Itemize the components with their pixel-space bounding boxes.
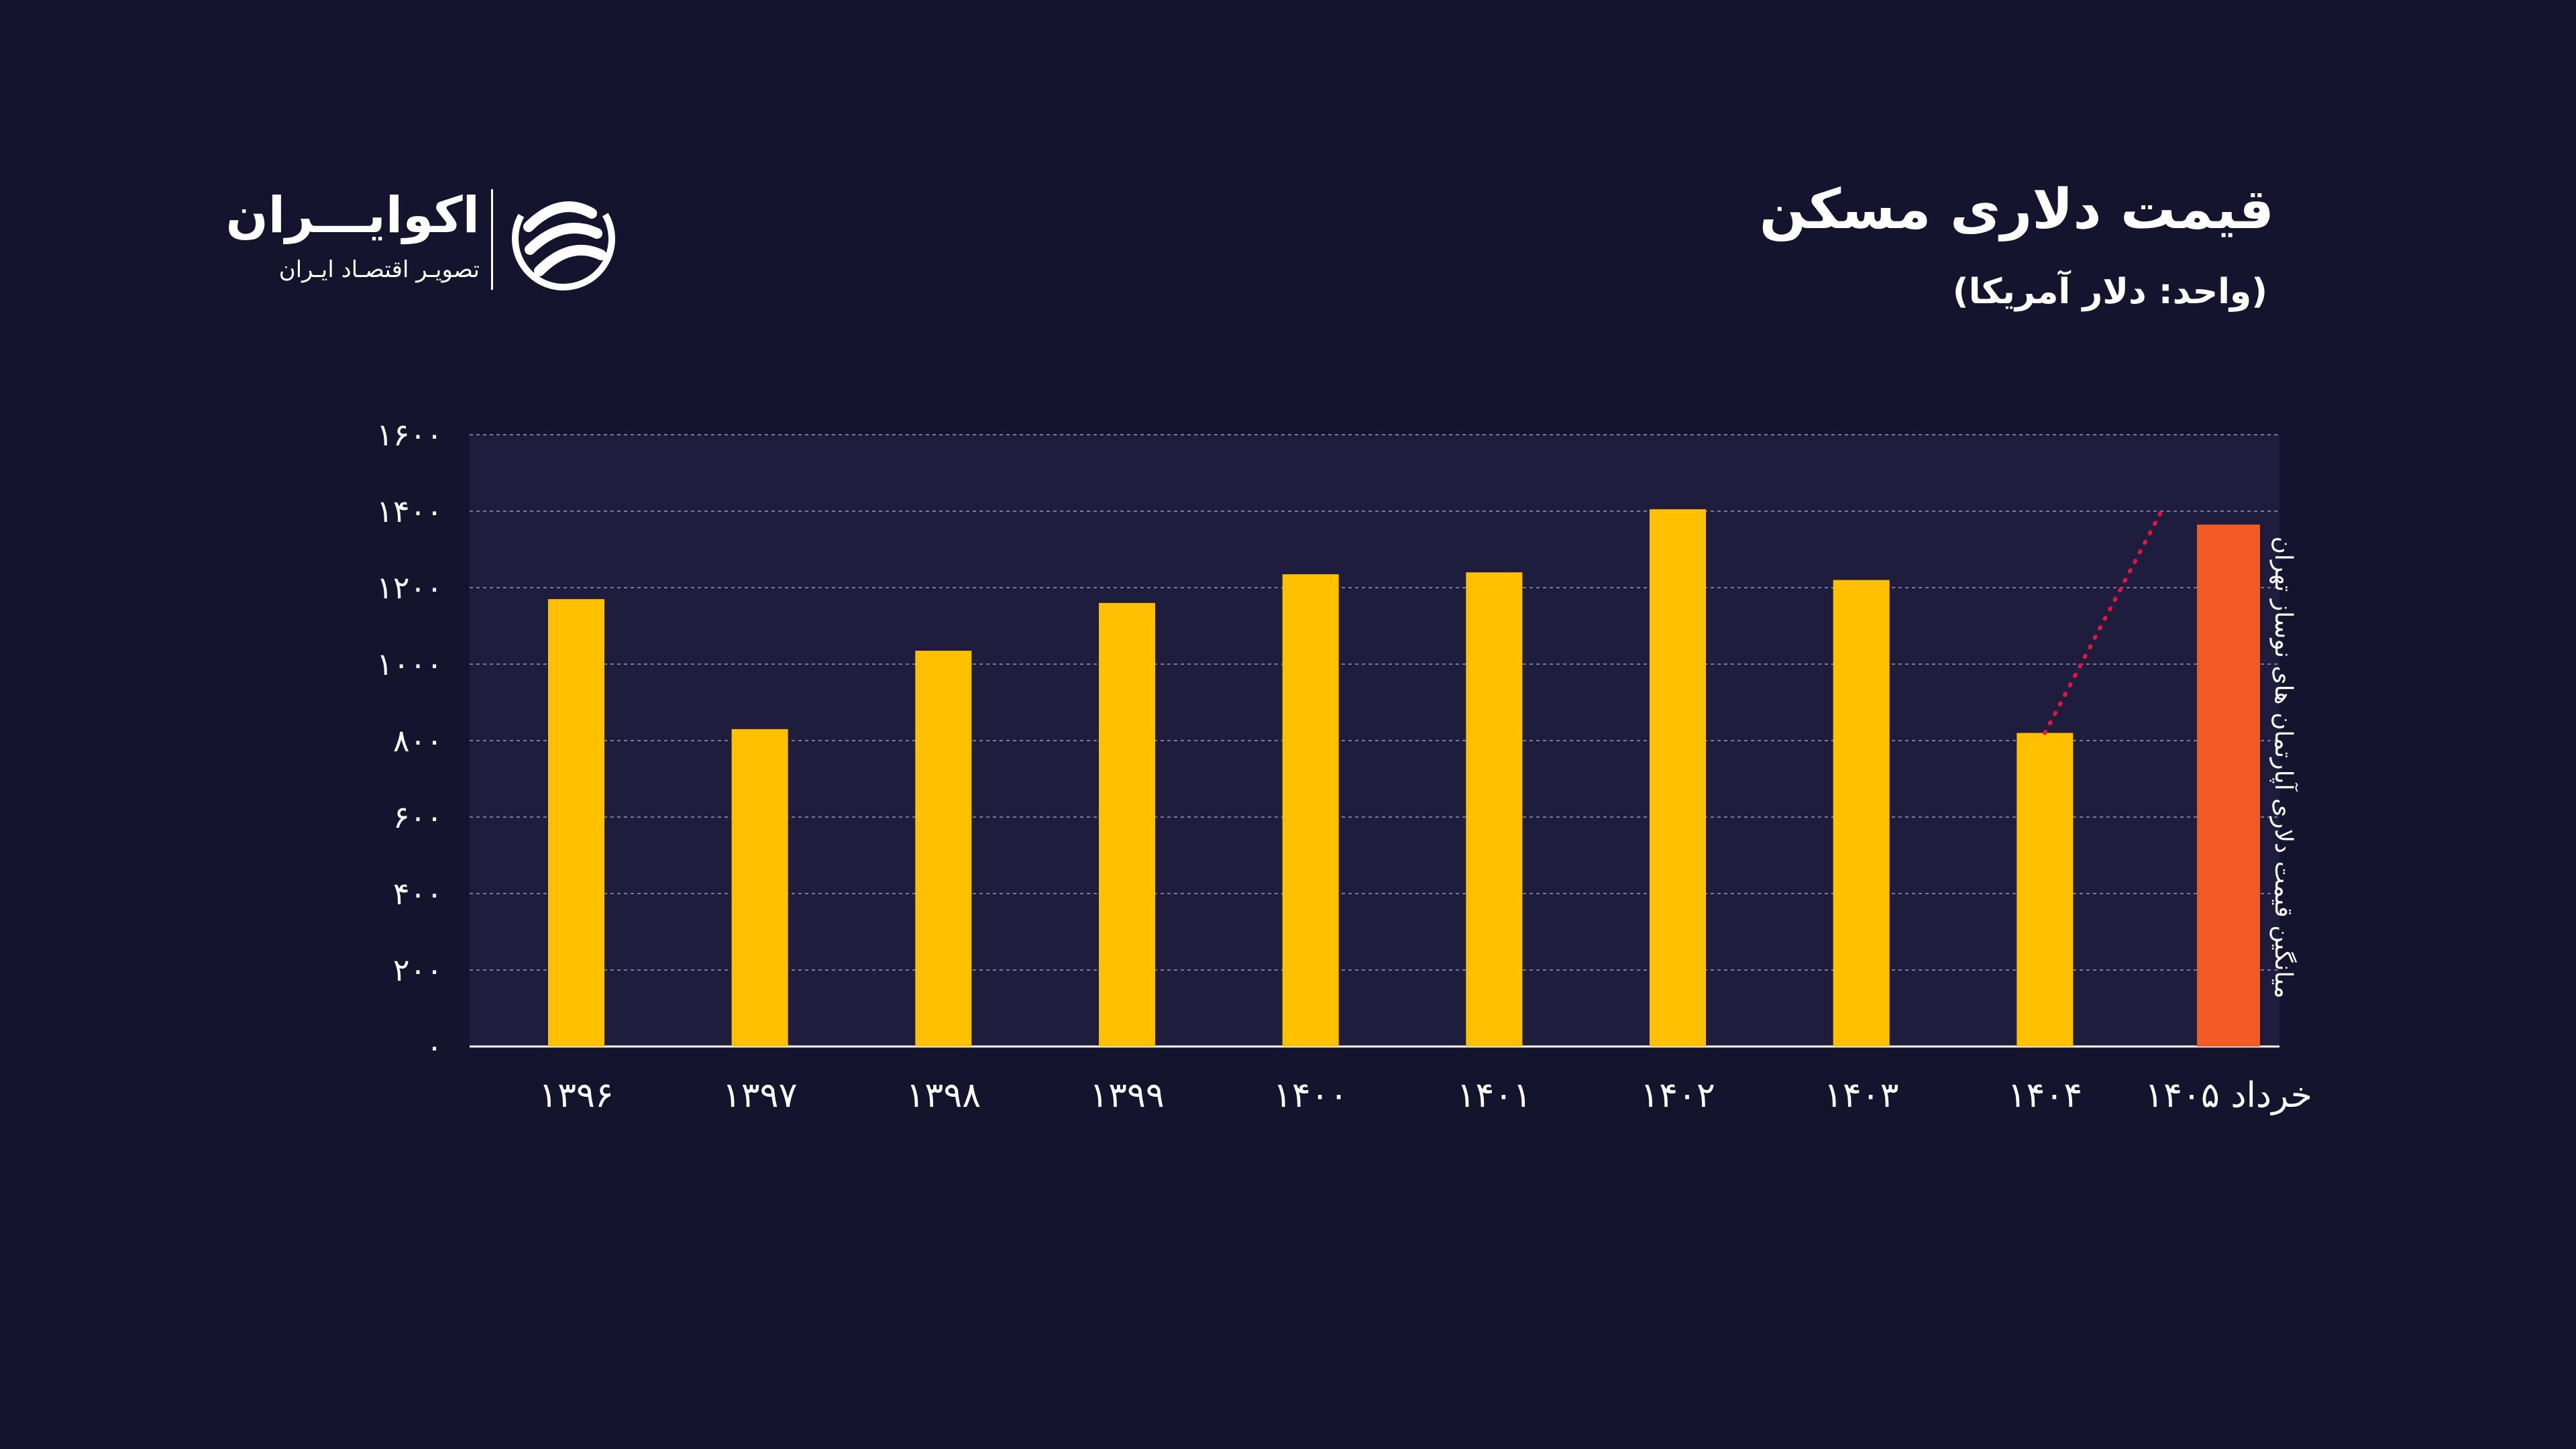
chart-subtitle: (واحد: دلار آمریکا) [1952, 272, 2267, 312]
bar [1650, 509, 1706, 1046]
bar-highlight [2197, 524, 2260, 1046]
ecoiran-logo-icon [512, 187, 615, 290]
y-tick-label: ۱۶۰۰ [376, 417, 443, 453]
y-tick-label: ۴۰۰ [393, 875, 443, 912]
brand-divider [491, 189, 493, 290]
brand-block: اکوایـــران تصویـر اقتصـاد ایـران [226, 181, 624, 302]
y-tick-label: ۱۰۰۰ [376, 646, 443, 682]
x-tick-label: ۱۳۹۹ [1089, 1075, 1165, 1116]
x-tick-label: ۱۳۹۶ [539, 1075, 614, 1116]
brand-name: اکوایـــران [225, 186, 480, 244]
x-tick-label: ۱۴۰۱ [1456, 1075, 1532, 1116]
y-tick-label: ۱۲۰۰ [376, 570, 443, 606]
bar [1833, 580, 1890, 1046]
y-tick-label: ۱۴۰۰ [376, 493, 443, 529]
bar [548, 599, 604, 1046]
y-tick-label: ۸۰۰ [393, 722, 443, 759]
x-tick-label: ۱۴۰۳ [1824, 1075, 1899, 1116]
x-tick-label: ۱۳۹۷ [722, 1075, 798, 1116]
highlight-annotation: میانگین قیمت دلاری آپارتمان های نوساز ته… [2269, 536, 2299, 998]
trend-line [2043, 509, 2163, 735]
chart-title: قیمت دلاری مسکن [1759, 178, 2274, 241]
x-tick-label: ۱۴۰۰ [1273, 1075, 1348, 1116]
x-tick-label: ۱۴۰۲ [1640, 1075, 1715, 1116]
y-tick-label: ۶۰۰ [393, 799, 443, 835]
bar [1466, 572, 1523, 1046]
x-tick-label: خرداد ۱۴۰۵ [2145, 1075, 2312, 1116]
y-tick-label: ۲۰۰ [393, 952, 443, 988]
bar [731, 729, 788, 1046]
bar [915, 651, 972, 1046]
x-tick-label: ۱۳۹۸ [906, 1075, 981, 1116]
brand-tagline: تصویـر اقتصـاد ایـران [278, 256, 480, 283]
bar [1282, 574, 1339, 1046]
y-tick-label: ۰ [426, 1028, 443, 1065]
bar [2017, 733, 2074, 1046]
x-tick-label: ۱۴۰۴ [2007, 1075, 2082, 1116]
bar [1099, 602, 1155, 1046]
